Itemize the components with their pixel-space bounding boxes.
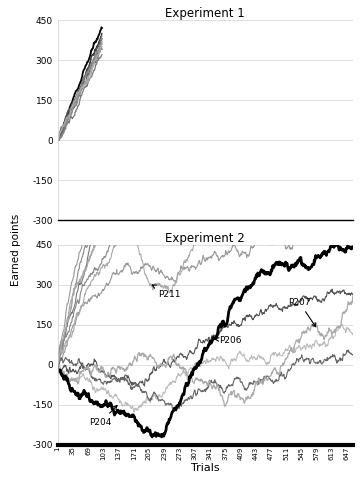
Text: P211: P211 (152, 285, 180, 298)
Text: P204: P204 (89, 406, 117, 427)
Text: Earned points: Earned points (11, 214, 21, 286)
Title: Experiment 1: Experiment 1 (165, 7, 245, 20)
Text: P206: P206 (215, 336, 242, 345)
Text: P207: P207 (288, 298, 316, 326)
Title: Experiment 2: Experiment 2 (165, 232, 245, 244)
X-axis label: Trials: Trials (191, 462, 220, 472)
